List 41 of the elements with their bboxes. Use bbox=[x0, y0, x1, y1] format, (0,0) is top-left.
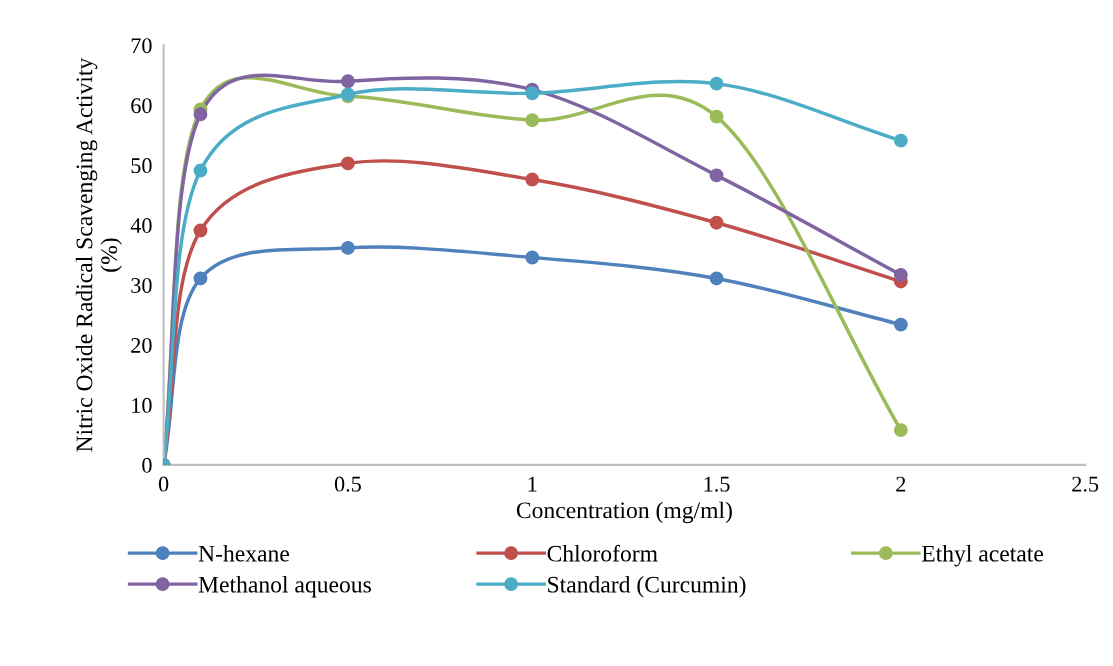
point bbox=[525, 250, 540, 265]
y-tick-label: 0 bbox=[142, 457, 152, 473]
point bbox=[709, 215, 724, 230]
point bbox=[193, 271, 208, 286]
x-tick-label: 1.5 bbox=[704, 476, 730, 492]
point bbox=[193, 163, 208, 178]
point bbox=[340, 156, 355, 171]
x-axis-title: Concentration (mg/ml) bbox=[516, 501, 732, 524]
point bbox=[709, 109, 724, 124]
x-tick-label: 0.5 bbox=[334, 476, 361, 492]
x-tick-label: 1 bbox=[528, 476, 537, 492]
y-tick-label: 20 bbox=[131, 337, 152, 353]
point bbox=[193, 107, 208, 122]
x-tick-label: 2.5 bbox=[1072, 476, 1099, 492]
y-tick-label: 60 bbox=[131, 98, 152, 114]
legend-label: Standard (Curcumin) bbox=[548, 576, 746, 598]
point bbox=[340, 74, 355, 89]
y-tick-label: 30 bbox=[131, 277, 152, 293]
point bbox=[340, 240, 355, 255]
legend-label: N-hexane bbox=[198, 545, 289, 562]
y-axis-title: Nitric Oxide Radical Scavenging Activity (%) bbox=[75, 57, 122, 452]
y-tick-label: 50 bbox=[131, 158, 152, 174]
point bbox=[709, 271, 724, 286]
point bbox=[893, 267, 908, 282]
x-tick-label: 2 bbox=[896, 476, 906, 492]
legend-label: Methanol aqueous bbox=[198, 576, 371, 598]
point bbox=[709, 168, 724, 183]
point bbox=[893, 133, 908, 148]
legend-label: Ethyl acetate bbox=[921, 545, 1043, 567]
point bbox=[525, 113, 540, 128]
point bbox=[525, 86, 540, 101]
point bbox=[893, 423, 908, 438]
point bbox=[893, 317, 908, 332]
y-tick-label: 70 bbox=[131, 38, 152, 54]
point bbox=[525, 172, 540, 187]
x-tick-label: 0 bbox=[158, 476, 169, 492]
y-tick-label: 10 bbox=[132, 397, 152, 413]
legend-label: Chloroform bbox=[547, 544, 658, 562]
point bbox=[193, 223, 208, 238]
y-tick-label: 40 bbox=[130, 218, 152, 234]
point bbox=[709, 76, 724, 91]
